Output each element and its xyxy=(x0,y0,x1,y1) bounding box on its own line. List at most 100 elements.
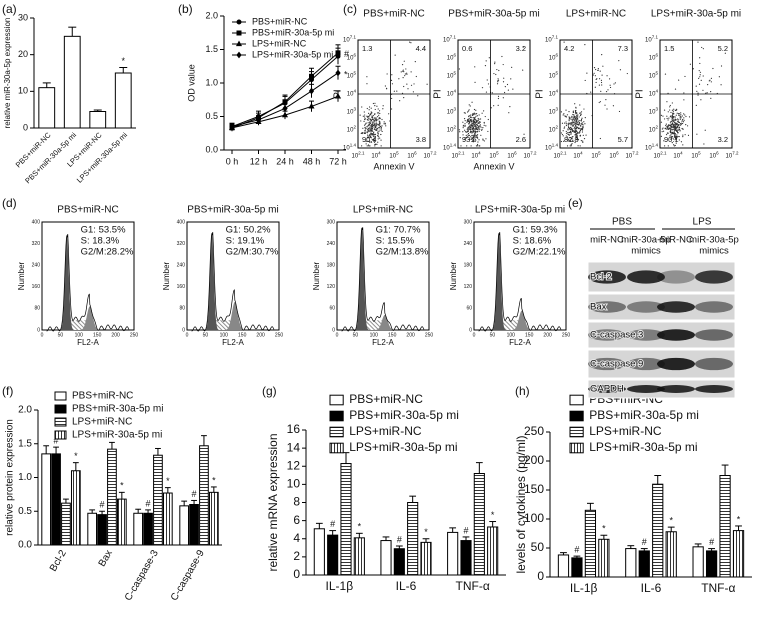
bar xyxy=(107,448,117,546)
point xyxy=(255,116,262,124)
x-tick-label: 150 xyxy=(388,332,397,338)
y-tick-label: 0 xyxy=(293,567,300,581)
y-tick-label: 103 xyxy=(649,107,659,116)
blot-band xyxy=(627,301,665,313)
legend-marker xyxy=(236,19,242,25)
blot-band xyxy=(695,270,733,284)
event-dot xyxy=(478,139,480,141)
event-dot xyxy=(564,115,567,117)
event-dot xyxy=(372,133,374,135)
y-tick-exponent: 3 xyxy=(555,107,558,112)
event-dot xyxy=(576,120,578,122)
event-dot xyxy=(679,124,682,126)
x-tick-label: 50 xyxy=(203,332,209,338)
event-dot xyxy=(375,117,377,119)
y-tick-label: 20 xyxy=(18,49,28,59)
event-dot xyxy=(503,77,505,79)
y-tick-label: 6 xyxy=(293,513,300,527)
event-dot xyxy=(574,118,577,120)
event-dot xyxy=(577,120,580,122)
event-dot xyxy=(493,72,495,75)
event-dot xyxy=(710,81,712,83)
event-dot xyxy=(417,95,419,97)
event-dot xyxy=(562,135,564,137)
event-dot xyxy=(597,69,599,71)
event-dot xyxy=(576,123,578,125)
event-dot xyxy=(683,113,685,115)
row-label: C-caspase 3 xyxy=(590,330,643,341)
event-dot xyxy=(580,111,583,113)
event-dot xyxy=(575,130,577,132)
event-dot xyxy=(371,113,373,115)
y-tick-label: 300 xyxy=(464,219,473,225)
event-dot xyxy=(476,124,479,127)
y-tick-exponent: 7.1 xyxy=(450,35,457,40)
event-dot xyxy=(470,119,472,122)
bar xyxy=(61,502,71,546)
event-dot xyxy=(371,132,373,135)
event-dot xyxy=(676,131,679,133)
event-dot xyxy=(507,89,509,91)
event-dot xyxy=(584,116,586,119)
event-dot xyxy=(680,114,682,116)
event-dot xyxy=(601,84,603,86)
event-dot xyxy=(511,66,513,68)
event-dot xyxy=(672,128,675,130)
event-dot xyxy=(695,85,697,87)
event-dot xyxy=(476,121,478,123)
y-tick-label: 103 xyxy=(447,107,457,116)
x-tick-label: 0 h xyxy=(226,156,239,166)
event-dot xyxy=(406,73,408,75)
x-tick-label: 0 xyxy=(336,332,339,338)
y-tick-label: 103 xyxy=(347,107,357,116)
event-dot xyxy=(571,115,573,117)
event-dot xyxy=(477,141,479,143)
event-dot xyxy=(670,138,672,140)
event-dot xyxy=(581,126,584,128)
event-dot xyxy=(576,119,578,121)
event-dot xyxy=(678,127,680,129)
legend-label: LPS+miR-30a-5p mi xyxy=(589,440,697,454)
x-tick-label: 250 xyxy=(275,332,284,338)
x-tick-label: 102.1 xyxy=(554,151,567,160)
y-tick-exponent: 7.1 xyxy=(652,35,659,40)
event-dot xyxy=(368,125,370,127)
event-dot xyxy=(568,127,571,130)
event-dot xyxy=(464,112,466,114)
phase-stat: G1: 70.7% xyxy=(376,225,421,236)
event-dot xyxy=(566,136,568,138)
event-dot xyxy=(469,131,471,134)
event-dot xyxy=(476,123,478,125)
y-axis-label: relative protein expression xyxy=(5,419,16,536)
event-dot xyxy=(362,115,364,117)
event-dot xyxy=(399,100,401,102)
y-tick-label: 1.5 xyxy=(18,438,32,449)
event-dot xyxy=(570,124,572,126)
panel-label: (g) xyxy=(262,384,277,398)
event-dot xyxy=(681,127,683,130)
event-dot xyxy=(487,83,490,85)
event-dot xyxy=(560,140,563,143)
event-dot xyxy=(667,145,669,147)
event-dot xyxy=(712,67,714,70)
legend-label: PBS+miR-NC xyxy=(72,391,133,402)
event-dot xyxy=(477,119,479,121)
event-dot xyxy=(466,128,468,130)
event-dot xyxy=(467,120,470,123)
legend-label: LPS+miR-NC xyxy=(72,417,132,428)
event-dot xyxy=(662,130,665,132)
event-dot xyxy=(377,136,380,138)
event-dot xyxy=(619,69,622,71)
y-tick-label: 200 xyxy=(524,453,544,467)
y-tick-label: 2.0 xyxy=(205,10,218,20)
event-dot xyxy=(677,118,679,120)
x-tick-exponent: 6 xyxy=(514,151,517,156)
event-dot xyxy=(490,107,492,109)
event-dot xyxy=(567,133,569,136)
y-tick-label: 106 xyxy=(549,53,559,62)
event-dot xyxy=(398,78,400,80)
plot-title: LPS+miR-NC xyxy=(353,205,413,216)
y-tick-label: 180 xyxy=(464,263,473,269)
event-dot xyxy=(371,130,373,132)
event-dot xyxy=(579,112,581,114)
